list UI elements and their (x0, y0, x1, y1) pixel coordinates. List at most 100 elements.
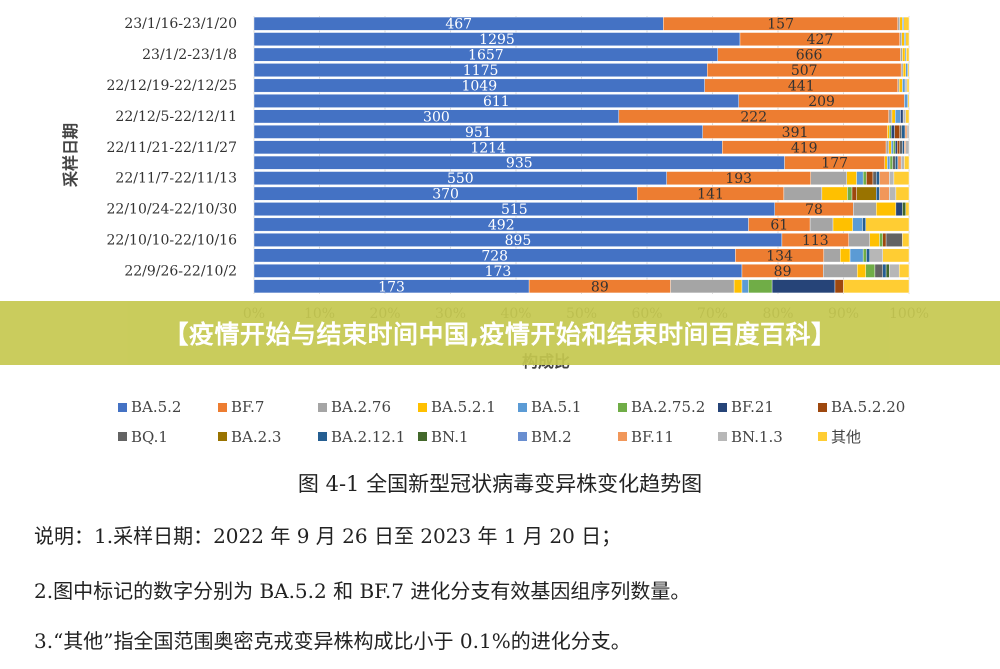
bar-segment (852, 217, 863, 232)
bar-segment (862, 171, 867, 186)
bar-segment (821, 186, 848, 201)
legend-item: BA.2.75.2 (618, 398, 718, 416)
y-tick-label: 22/12/19-22/12/25 (107, 78, 237, 94)
legend-label: BA.2.75.2 (631, 398, 706, 416)
value-label-bf7: 177 (821, 156, 848, 172)
value-label-ba52: 895 (505, 233, 532, 249)
legend-label: BF.7 (231, 398, 265, 416)
value-label-ba52: 728 (481, 248, 508, 264)
bar-segment (876, 186, 880, 201)
bar-segment (851, 186, 857, 201)
value-label-bf7: 419 (791, 140, 818, 156)
legend-item: 其他 (818, 426, 918, 447)
bar-segment (889, 263, 900, 278)
bar-segment (866, 171, 874, 186)
bar-segment (902, 140, 905, 155)
bar-segment (902, 233, 910, 247)
legend-label: BA.5.2.20 (831, 398, 906, 416)
legend-label: BN.1.3 (731, 427, 783, 446)
legend-swatch (118, 402, 127, 412)
bar-segment (899, 124, 902, 139)
y-tick-label: 22/12/5-22/12/11 (115, 109, 237, 125)
bar-segment (889, 171, 895, 186)
bar-segment (885, 263, 890, 278)
legend-label: BM.2 (531, 427, 572, 446)
bar-segment (903, 16, 910, 31)
legend-swatch (518, 432, 527, 441)
legend-label: BA.5.2 (131, 398, 182, 416)
bar-segment (856, 186, 877, 201)
value-label-bf7: 141 (697, 187, 724, 203)
bar-segment (840, 248, 851, 263)
value-label-bf7: 209 (808, 94, 835, 110)
value-label-ba52: 951 (465, 125, 492, 141)
value-label-ba52: 173 (378, 279, 405, 295)
bar-segment (849, 248, 864, 263)
bar-segment (905, 140, 910, 155)
note-line-1: 说明：1.采样日期：2022 年 9 月 26 日至 2023 年 1 月 20… (34, 524, 622, 548)
bar-segment (748, 279, 773, 294)
note-line-2: 2.图中标记的数字分别为 BA.5.2 和 BF.7 进化分支有效基因组序列数量… (34, 579, 691, 603)
bar-segment (900, 63, 904, 77)
value-label-bf7: 441 (788, 79, 815, 95)
bar-segment (906, 78, 910, 93)
bar-segment (905, 109, 910, 124)
bar-segment (895, 140, 898, 155)
note-line-3: 3.“其他”指全国范围奥密克戎变异株构成比小于 0.1%的进化分支。 (34, 629, 631, 653)
bar-segment (823, 248, 841, 263)
bar-segment (879, 171, 890, 186)
value-label-ba52: 1175 (463, 63, 499, 79)
value-label-bf7: 427 (807, 32, 834, 48)
bar-segment (905, 63, 908, 77)
bar-segment (905, 32, 910, 47)
value-label-ba52: 515 (501, 202, 528, 218)
bar-segment (889, 124, 892, 139)
legend-swatch (218, 402, 227, 412)
bar-segment (893, 140, 896, 155)
legend-label: BA.5.2.1 (431, 398, 496, 416)
figure-title: 图 4-1 全国新型冠状病毒变异株变化趋势图 (297, 472, 703, 496)
bar-segment (882, 263, 887, 278)
bar-segment (879, 186, 890, 201)
value-label-ba52: 300 (423, 109, 450, 125)
bar-segment (901, 124, 906, 139)
bar-segment (891, 109, 896, 124)
bar-segment (856, 171, 864, 186)
bar-segment (832, 217, 853, 232)
bar-segment (894, 124, 901, 139)
legend-label: BQ.1 (131, 427, 168, 446)
bar-segment (889, 155, 893, 170)
bar-segment (876, 202, 897, 216)
legend-label: BF.11 (631, 427, 674, 446)
bar-segment (895, 155, 899, 170)
bar-segment (899, 32, 902, 47)
bar-segment (906, 124, 910, 139)
legend-swatch (818, 432, 827, 441)
bar-segment (891, 124, 895, 139)
bar-segment (904, 94, 908, 108)
bar-segment (670, 279, 735, 294)
bar-segment (847, 186, 853, 201)
value-label-ba52: 1295 (479, 32, 515, 48)
value-label-bf7: 222 (740, 109, 767, 125)
legend-item: BF.21 (718, 398, 818, 416)
y-tick-label: 22/11/21-22/11/27 (107, 140, 237, 156)
chart-gridlines (253, 16, 910, 294)
value-label-bf7: 113 (802, 233, 829, 249)
bar-segment (887, 124, 890, 139)
bar-segment (876, 171, 880, 186)
bar-segment (895, 109, 901, 124)
legend-swatch (318, 432, 327, 441)
bar-segment (898, 263, 910, 278)
bar-segment (733, 279, 743, 294)
bar-segment (902, 63, 906, 77)
bar-segment (902, 109, 906, 124)
legend-label: BN.1 (431, 427, 469, 446)
y-tick-label: 23/1/2-23/1/8 (142, 47, 237, 63)
value-label-ba52: 467 (445, 17, 472, 33)
value-label-bf7: 507 (791, 63, 818, 79)
legend-swatch (618, 402, 627, 412)
value-label-ba52: 935 (506, 156, 533, 172)
bar-segment (862, 217, 866, 232)
